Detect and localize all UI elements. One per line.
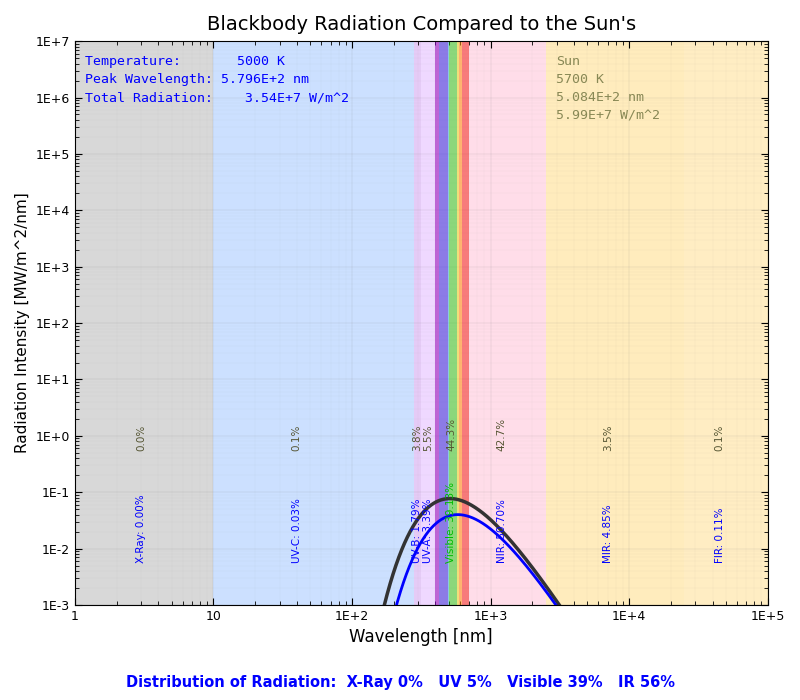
Text: 3.8%: 3.8% bbox=[412, 424, 422, 451]
Bar bbox=[421, 41, 435, 605]
Text: X-Ray: 0.00%: X-Ray: 0.00% bbox=[136, 495, 146, 564]
Bar bbox=[435, 41, 439, 605]
Bar bbox=[462, 41, 469, 605]
X-axis label: Wavelength [nm]: Wavelength [nm] bbox=[350, 629, 493, 647]
Bar bbox=[439, 41, 448, 605]
Text: 0.1%: 0.1% bbox=[714, 424, 725, 451]
Text: Visible: 39.13%: Visible: 39.13% bbox=[446, 482, 456, 564]
Text: Sun
5700 K
5.084E+2 nm
5.99E+7 W/m^2: Sun 5700 K 5.084E+2 nm 5.99E+7 W/m^2 bbox=[557, 55, 661, 122]
Bar bbox=[469, 41, 546, 605]
Text: MIR: 4.85%: MIR: 4.85% bbox=[602, 505, 613, 564]
Text: Temperature:       5000 K
Peak Wavelength: 5.796E+2 nm
Total Radiation:    3.54E: Temperature: 5000 K Peak Wavelength: 5.7… bbox=[85, 55, 349, 104]
Text: 0.1%: 0.1% bbox=[292, 424, 302, 451]
Text: 42.7%: 42.7% bbox=[497, 417, 506, 451]
Y-axis label: Radiation Intensity [MW/m^2/nm]: Radiation Intensity [MW/m^2/nm] bbox=[15, 193, 30, 454]
Bar bbox=[448, 41, 449, 605]
Text: UV-A: 3.39%: UV-A: 3.39% bbox=[423, 499, 433, 564]
Text: Distribution of Radiation:  X-Ray 0%   UV 5%   Visible 39%   IR 56%: Distribution of Radiation: X-Ray 0% UV 5… bbox=[126, 675, 674, 690]
Text: 3.5%: 3.5% bbox=[602, 424, 613, 451]
Text: UV-C: 0.03%: UV-C: 0.03% bbox=[292, 498, 302, 564]
Bar bbox=[74, 41, 214, 605]
Bar bbox=[214, 41, 414, 605]
Bar bbox=[435, 41, 469, 605]
Text: 0.0%: 0.0% bbox=[136, 424, 146, 451]
Text: FIR: 0.11%: FIR: 0.11% bbox=[714, 508, 725, 564]
Text: UV-B: 1.79%: UV-B: 1.79% bbox=[412, 499, 422, 564]
Bar bbox=[457, 41, 459, 605]
Bar bbox=[414, 41, 421, 605]
Bar bbox=[459, 41, 462, 605]
Text: NIR: 50.70%: NIR: 50.70% bbox=[497, 500, 506, 564]
Bar bbox=[684, 41, 768, 605]
Title: Blackbody Radiation Compared to the Sun's: Blackbody Radiation Compared to the Sun'… bbox=[206, 15, 636, 34]
Text: 5.5%: 5.5% bbox=[423, 424, 433, 451]
Text: 44.3%: 44.3% bbox=[446, 417, 456, 451]
Bar bbox=[449, 41, 457, 605]
Bar bbox=[546, 41, 684, 605]
